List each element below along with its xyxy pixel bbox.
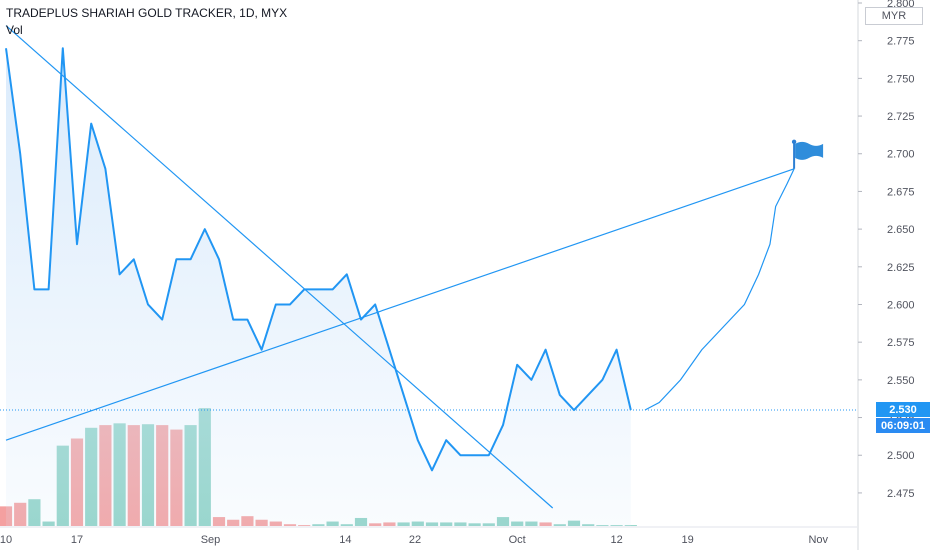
y-tick-label: 2.625: [887, 262, 915, 274]
y-tick-label: 2.800: [887, 0, 915, 10]
y-tick-label: 2.550: [887, 375, 915, 387]
flag-pole-top: [791, 139, 797, 145]
countdown-badge: 06:09:01: [876, 418, 930, 433]
x-tick-label: 12: [610, 534, 622, 546]
y-tick-label: 2.675: [887, 186, 915, 198]
y-tick-label: 2.750: [887, 73, 915, 85]
y-tick-label: 2.600: [887, 299, 915, 311]
currency-button[interactable]: MYR: [865, 7, 923, 25]
y-tick-label: 2.725: [887, 111, 915, 123]
trend-line: [5, 25, 554, 509]
symbol-title: TRADEPLUS SHARIAH GOLD TRACKER, 1D, MYX: [6, 6, 288, 20]
x-tick-label: 22: [409, 534, 421, 546]
flag-icon: [791, 139, 824, 169]
price-area-fill: [6, 48, 631, 527]
projection-path: [644, 168, 795, 411]
x-tick-label: 17: [71, 534, 83, 546]
volume-bar: [624, 525, 637, 526]
x-tick-label: 14: [339, 534, 351, 546]
x-tick-label: 10: [0, 534, 12, 546]
y-tick-label: 2.475: [887, 488, 915, 500]
x-tick-label: 19: [681, 534, 693, 546]
y-tick-label: 2.500: [887, 450, 915, 462]
y-tick-label: 2.575: [887, 337, 915, 349]
y-tick-label: 2.775: [887, 36, 915, 48]
y-tick-label: 2.650: [887, 224, 915, 236]
flag-cloth: [795, 141, 824, 160]
volume-label: Vol: [6, 23, 23, 37]
legend: TRADEPLUS SHARIAH GOLD TRACKER, 1D, MYX …: [6, 6, 287, 37]
x-tick-label: Nov: [808, 534, 828, 546]
last-price-badge: 2.530: [876, 402, 930, 417]
trend-line: [5, 168, 795, 441]
y-tick-label: 2.700: [887, 149, 915, 161]
x-tick-label: Sep: [201, 534, 221, 546]
x-tick-label: Oct: [509, 534, 526, 546]
